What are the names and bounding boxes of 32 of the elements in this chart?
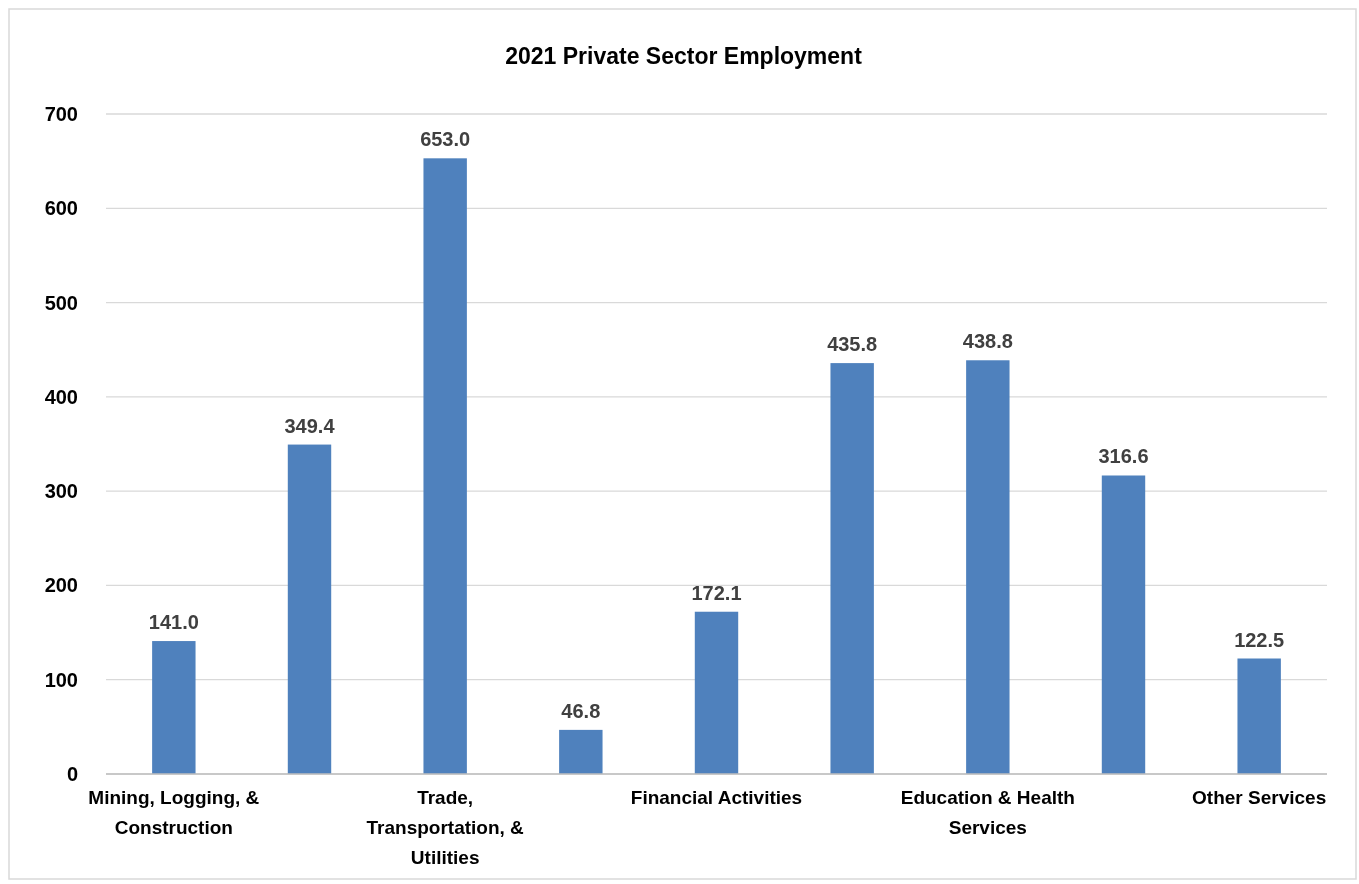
y-tick-label: 400: [44, 385, 78, 408]
y-tick-label: 200: [44, 574, 78, 597]
y-tick-label: 600: [44, 197, 78, 220]
data-label: 316.6: [1098, 445, 1149, 468]
data-label: 141.0: [148, 611, 199, 634]
bar: [423, 158, 467, 774]
data-label: 172.1: [691, 581, 742, 604]
x-tick-label: Trade, Transportation, & Utilities: [366, 787, 525, 868]
data-label: 46.8: [561, 699, 601, 722]
y-tick-label: 700: [44, 103, 78, 125]
y-tick-label: 300: [44, 480, 78, 503]
bar: [559, 729, 603, 774]
x-tick-label: Other Services: [1192, 787, 1327, 808]
data-label: 349.4: [284, 414, 336, 437]
y-tick-label: 100: [44, 668, 78, 691]
data-label: 653.0: [420, 128, 471, 151]
x-tick-label: Education & Health Services: [900, 787, 1075, 838]
data-label: 438.8: [962, 330, 1013, 353]
data-label: 435.8: [827, 333, 878, 356]
bar: [1101, 475, 1146, 774]
chart-title: 2021 Private Sector Employment: [505, 43, 863, 69]
x-tick-label: Mining, Logging, & Construction: [88, 787, 260, 838]
data-label: 122.5: [1234, 628, 1285, 651]
bar: [966, 360, 1010, 774]
bar: [152, 641, 196, 774]
y-tick-label: 0: [66, 763, 78, 785]
bar: [830, 363, 874, 774]
bar: [694, 611, 739, 774]
bar: [287, 444, 332, 774]
bar: [1237, 658, 1281, 774]
y-tick-label: 500: [44, 291, 78, 314]
x-tick-label: Financial Activities: [630, 787, 803, 808]
